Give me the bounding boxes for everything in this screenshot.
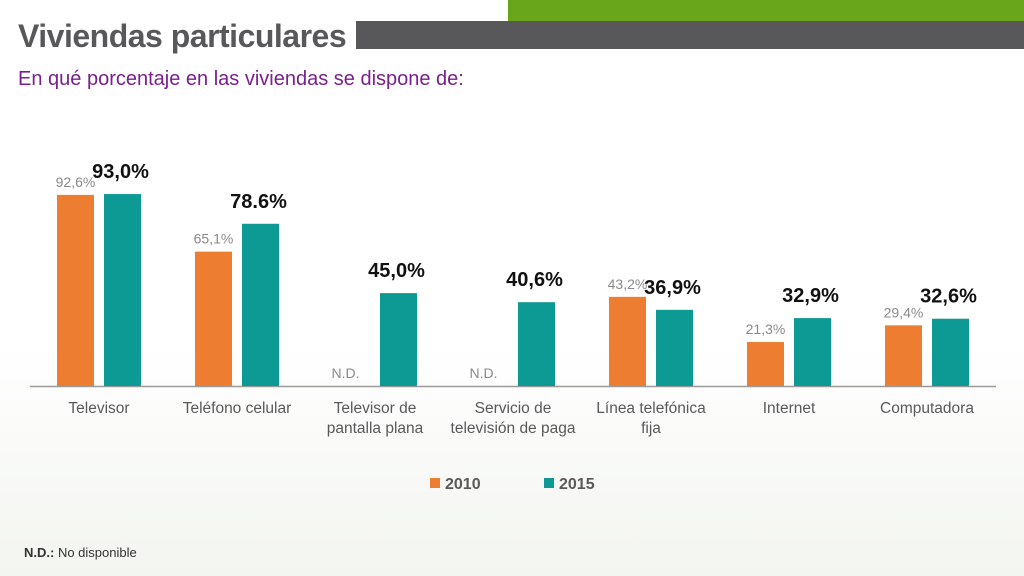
page-title: Viviendas particulares bbox=[18, 18, 347, 54]
data-label-2010-3: N.D. bbox=[332, 365, 360, 381]
data-label-2015-5: 36,9% bbox=[644, 277, 701, 299]
bar-2010-6 bbox=[747, 342, 784, 386]
bar-2015-5 bbox=[656, 309, 693, 386]
category-label-5-line-1: Línea telefónica bbox=[596, 400, 706, 417]
data-label-2010-4: N.D. bbox=[470, 365, 498, 381]
legend-label-2015: 2015 bbox=[559, 476, 595, 493]
bar-2015-1 bbox=[104, 194, 141, 386]
data-label-2015-4: 40,6% bbox=[506, 269, 563, 291]
category-label-6: Internet bbox=[763, 400, 816, 417]
legend-swatch-2010 bbox=[430, 478, 440, 488]
footnote-text: No disponible bbox=[54, 545, 137, 560]
title-rule bbox=[356, 21, 1024, 49]
bar-2010-7 bbox=[885, 325, 922, 386]
data-label-2015-6: 32,9% bbox=[782, 285, 839, 307]
data-label-2010-1: 92,6% bbox=[56, 174, 96, 190]
bar-2015-6 bbox=[794, 318, 831, 386]
data-label-2010-7: 29,4% bbox=[884, 304, 924, 320]
bar-2015-3 bbox=[380, 293, 417, 386]
page-subtitle: En qué porcentaje en las viviendas se di… bbox=[18, 68, 464, 90]
category-label-5-line-2: fija bbox=[641, 420, 661, 437]
data-label-2015-2: 78.6% bbox=[230, 191, 287, 213]
data-label-2010-6: 21,3% bbox=[746, 321, 786, 337]
category-label-3-line-2: pantalla plana bbox=[327, 420, 424, 437]
category-label-2: Teléfono celular bbox=[183, 400, 292, 417]
footnote-abbr: N.D.: bbox=[24, 545, 55, 560]
data-label-2015-3: 45,0% bbox=[368, 260, 425, 282]
bar-2010-5 bbox=[609, 296, 646, 386]
legend-swatch-2015 bbox=[544, 478, 554, 488]
data-label-2015-1: 93,0% bbox=[92, 161, 149, 183]
data-label-2010-2: 65,1% bbox=[194, 231, 234, 247]
bar-2015-4 bbox=[518, 302, 555, 386]
legend-label-2010: 2010 bbox=[445, 476, 481, 493]
bar-2010-2 bbox=[195, 251, 232, 386]
category-label-4-line-2: televisión de paga bbox=[451, 420, 576, 437]
header-accent-bar bbox=[508, 0, 1024, 21]
bar-2010-1 bbox=[57, 194, 94, 386]
category-label-1: Televisor bbox=[68, 400, 129, 417]
category-label-3-line-1: Televisor de bbox=[334, 400, 417, 417]
footnote: N.D.: No disponible bbox=[24, 545, 137, 560]
data-label-2015-7: 32,6% bbox=[920, 286, 977, 308]
data-label-2010-5: 43,2% bbox=[608, 276, 648, 292]
bar-2015-2 bbox=[242, 223, 279, 386]
category-label-4-line-1: Servicio de bbox=[475, 400, 552, 417]
bar-2015-7 bbox=[932, 318, 969, 386]
category-label-7: Computadora bbox=[880, 400, 974, 417]
